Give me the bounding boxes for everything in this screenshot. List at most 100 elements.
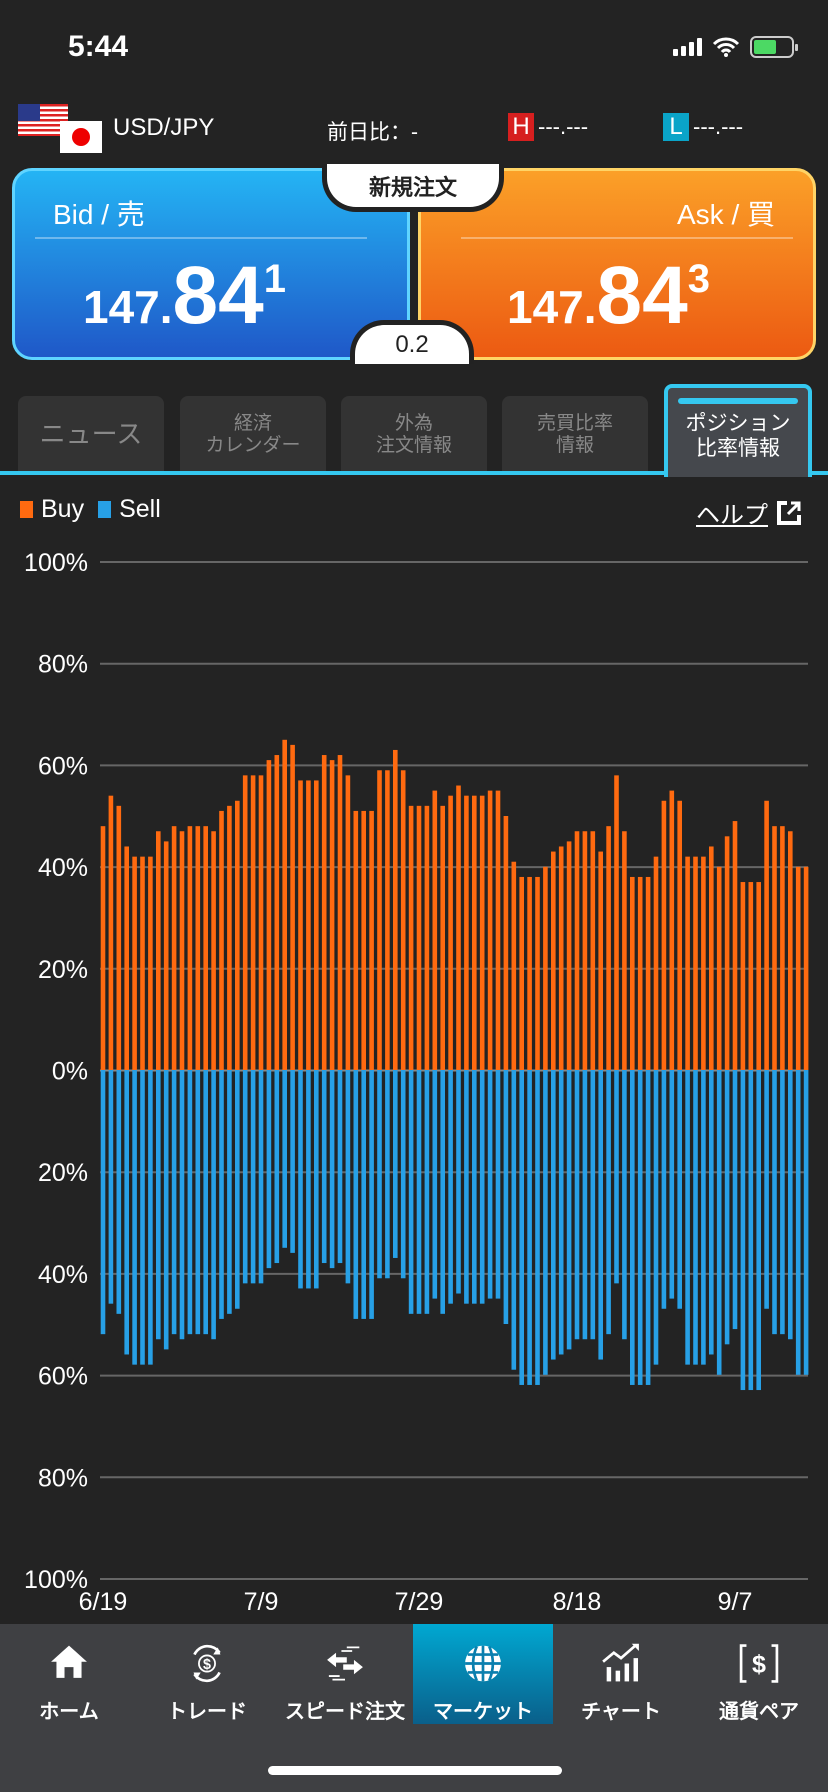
sell-bar: [266, 1070, 272, 1269]
nav-item-trade[interactable]: $ トレード: [138, 1624, 276, 1724]
buy-bar: [543, 866, 548, 1070]
sell-bar: [140, 1070, 145, 1365]
buy-bar: [487, 790, 493, 1070]
tab-label: 売買比率: [536, 412, 613, 434]
buy-bar: [519, 876, 524, 1070]
buy-bar: [100, 826, 106, 1070]
y-tick-label: 100%: [24, 1566, 88, 1594]
buy-bar: [495, 790, 501, 1070]
buy-bar: [716, 866, 722, 1070]
home-indicator[interactable]: [268, 1766, 562, 1775]
sell-bar: [156, 1070, 161, 1340]
nav-item-globe[interactable]: マーケット: [413, 1624, 553, 1724]
sell-bar: [227, 1070, 232, 1314]
sell-bar: [148, 1070, 153, 1365]
bid-price-small: 147.: [83, 281, 173, 333]
sell-bar: [566, 1070, 572, 1350]
buy-bar: [393, 749, 398, 1070]
sell-bar: [306, 1070, 311, 1289]
sell-bar: [780, 1070, 785, 1335]
buy-bar: [432, 790, 438, 1070]
buy-swatch: [20, 501, 33, 518]
y-tick-label: 20%: [38, 1159, 88, 1187]
sell-bar: [456, 1070, 461, 1294]
sell-bar: [803, 1070, 809, 1375]
nav-item-chart[interactable]: チャート: [552, 1624, 690, 1724]
tab-label: ポジション: [685, 412, 791, 436]
divider: [461, 237, 793, 239]
buy-bar: [408, 805, 414, 1070]
nav-item-speed-order[interactable]: スピード注文: [276, 1624, 414, 1724]
buy-bar: [282, 739, 287, 1070]
buy-bar: [290, 744, 295, 1070]
buy-bar: [598, 851, 603, 1070]
sell-bar: [132, 1070, 137, 1365]
sell-bar: [590, 1070, 596, 1340]
sell-bar: [558, 1070, 564, 1355]
sell-bar: [527, 1070, 532, 1385]
sell-bar: [337, 1070, 343, 1264]
buy-bar: [140, 856, 145, 1070]
sell-bar: [630, 1070, 635, 1385]
tab-label: ニュース: [39, 418, 143, 449]
buy-bar: [416, 805, 422, 1070]
nav-label: スピード注文: [285, 1701, 405, 1723]
tab-position-ratio-info[interactable]: ポジション 比率情報: [664, 384, 812, 477]
trade-icon: $: [193, 1644, 221, 1683]
sell-bar: [361, 1070, 366, 1319]
nav-item-home[interactable]: ホーム: [0, 1624, 138, 1724]
buy-bar: [156, 831, 161, 1070]
tab-underline: [0, 471, 828, 475]
sell-bar: [298, 1070, 303, 1289]
tab-news[interactable]: ニュース: [18, 396, 164, 473]
sell-bar: [574, 1070, 580, 1340]
chart-legend: Buy Sell: [20, 495, 161, 524]
buy-bar: [653, 856, 659, 1070]
sell-bar: [432, 1070, 438, 1299]
buy-bar: [606, 826, 611, 1070]
buy-bar: [677, 800, 682, 1070]
tab-fx-order-info[interactable]: 外為 注文情報: [341, 396, 487, 473]
high-price: H ---.---: [508, 113, 588, 141]
buy-bar: [590, 831, 596, 1070]
sell-bar: [788, 1070, 793, 1340]
sell-bar: [100, 1070, 106, 1335]
buy-bar: [424, 805, 430, 1070]
spread-value: 0.2: [350, 320, 474, 364]
y-tick-label: 20%: [38, 956, 88, 984]
sell-bar: [614, 1070, 619, 1284]
legend-sell: Sell: [119, 495, 161, 523]
buy-bar: [472, 795, 477, 1070]
buy-bar: [772, 826, 777, 1070]
sell-bar: [385, 1070, 390, 1279]
bid-button[interactable]: Bid / 売 147.841: [12, 168, 410, 360]
nav-label: ホーム: [39, 1701, 99, 1723]
buy-bar: [756, 882, 761, 1070]
buy-bar: [740, 882, 746, 1070]
buy-bar: [440, 805, 445, 1070]
buy-bar: [195, 826, 201, 1070]
buy-bar: [661, 800, 667, 1070]
sell-bar: [377, 1070, 382, 1279]
sell-bar: [724, 1070, 730, 1345]
tab-trade-ratio-info[interactable]: 売買比率 情報: [502, 396, 648, 473]
sell-bar: [661, 1070, 667, 1309]
help-link[interactable]: ヘルプ: [696, 495, 802, 530]
buy-bar: [464, 795, 469, 1070]
tab-economic-calendar[interactable]: 経済 カレンダー: [180, 396, 326, 473]
buy-bar: [227, 805, 232, 1070]
currency-pair[interactable]: USD/JPY: [113, 114, 215, 141]
new-order-button[interactable]: 新規注文: [322, 164, 504, 212]
sell-bar: [732, 1070, 738, 1330]
day-change: 前日比：-: [327, 121, 418, 144]
buy-bar: [258, 775, 264, 1070]
buy-bar: [329, 760, 335, 1070]
buy-bar: [298, 780, 303, 1070]
sell-bar: [511, 1070, 517, 1370]
nav-label: マーケット: [433, 1701, 533, 1723]
chart-icon: [602, 1643, 639, 1682]
nav-item-currency-pair[interactable]: $ 通貨ペア: [690, 1624, 828, 1724]
sell-bar: [219, 1070, 224, 1319]
buy-bar: [361, 810, 366, 1070]
sell-bar: [321, 1070, 327, 1264]
